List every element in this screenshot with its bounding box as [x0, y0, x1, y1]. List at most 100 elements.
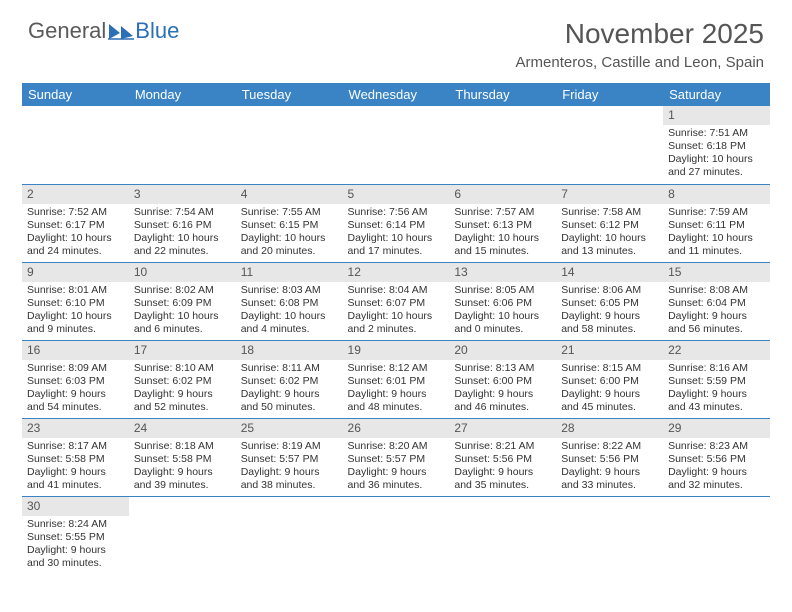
sunset-line: Sunset: 6:03 PM	[27, 375, 124, 388]
cell-body: Sunrise: 8:04 AMSunset: 6:07 PMDaylight:…	[343, 282, 450, 340]
day-header: Friday	[556, 83, 663, 106]
sunrise-line: Sunrise: 7:56 AM	[348, 206, 445, 219]
cell-body: Sunrise: 8:24 AMSunset: 5:55 PMDaylight:…	[22, 516, 129, 574]
sunrise-line: Sunrise: 8:23 AM	[668, 440, 765, 453]
sunset-line: Sunset: 6:14 PM	[348, 219, 445, 232]
sunrise-line: Sunrise: 8:20 AM	[348, 440, 445, 453]
sunset-line: Sunset: 5:58 PM	[134, 453, 231, 466]
calendar-cell-empty	[236, 106, 343, 184]
calendar-cell: 15 Sunrise: 8:08 AMSunset: 6:04 PMDayligh…	[663, 262, 770, 340]
daylight-line: Daylight: 10 hours and 15 minutes.	[454, 232, 551, 258]
sunset-line: Sunset: 6:02 PM	[241, 375, 338, 388]
calendar-cell: 17Sunrise: 8:10 AMSunset: 6:02 PMDayligh…	[129, 340, 236, 418]
calendar-cell: 22Sunrise: 8:16 AMSunset: 5:59 PMDayligh…	[663, 340, 770, 418]
daylight-line: Daylight: 10 hours and 13 minutes.	[561, 232, 658, 258]
cell-body: Sunrise: 8:21 AMSunset: 5:56 PMDaylight:…	[449, 438, 556, 496]
day-header: Thursday	[449, 83, 556, 106]
daylight-line: Daylight: 9 hours and 41 minutes.	[27, 466, 124, 492]
sunrise-line: Sunrise: 7:57 AM	[454, 206, 551, 219]
calendar-cell: 8Sunrise: 7:59 AMSunset: 6:11 PMDaylight…	[663, 184, 770, 262]
logo-text-2: Blue	[135, 18, 179, 44]
sunset-line: Sunset: 6:06 PM	[454, 297, 551, 310]
calendar-cell: 2Sunrise: 7:52 AMSunset: 6:17 PMDaylight…	[22, 184, 129, 262]
daylight-line: Daylight: 9 hours and 48 minutes.	[348, 388, 445, 414]
cell-body: Sunrise: 8:09 AMSunset: 6:03 PMDaylight:…	[22, 360, 129, 418]
day-number: 23	[22, 419, 129, 438]
cell-body: Sunrise: 7:52 AMSunset: 6:17 PMDaylight:…	[22, 204, 129, 262]
calendar-row: 9Sunrise: 8:01 AMSunset: 6:10 PMDaylight…	[22, 262, 770, 340]
sunset-line: Sunset: 6:08 PM	[241, 297, 338, 310]
calendar-cell: 7Sunrise: 7:58 AMSunset: 6:12 PMDaylight…	[556, 184, 663, 262]
logo-text-1: General	[28, 18, 106, 44]
daylight-line: Daylight: 9 hours and 39 minutes.	[134, 466, 231, 492]
sunrise-line: Sunrise: 8:03 AM	[241, 284, 338, 297]
day-number: 21	[556, 341, 663, 360]
daylight-line: Daylight: 10 hours and 24 minutes.	[27, 232, 124, 258]
cell-body: Sunrise: 8:13 AMSunset: 6:00 PMDaylight:…	[449, 360, 556, 418]
sunset-line: Sunset: 5:57 PM	[348, 453, 445, 466]
sunrise-line: Sunrise: 8:13 AM	[454, 362, 551, 375]
calendar-row: 1Sunrise: 7:51 AMSunset: 6:18 PMDaylight…	[22, 106, 770, 184]
cell-body: Sunrise: 8:02 AMSunset: 6:09 PMDaylight:…	[129, 282, 236, 340]
calendar-cell: 14Sunrise: 8:06 AMSunset: 6:05 PMDayligh…	[556, 262, 663, 340]
sunset-line: Sunset: 6:02 PM	[134, 375, 231, 388]
day-number: 2	[22, 185, 129, 204]
sunrise-line: Sunrise: 8:24 AM	[27, 518, 124, 531]
calendar-cell: 29Sunrise: 8:23 AMSunset: 5:56 PMDayligh…	[663, 418, 770, 496]
daylight-line: Daylight: 10 hours and 4 minutes.	[241, 310, 338, 336]
sunrise-line: Sunrise: 7:59 AM	[668, 206, 765, 219]
calendar-cell: 5Sunrise: 7:56 AMSunset: 6:14 PMDaylight…	[343, 184, 450, 262]
calendar-cell-empty	[236, 496, 343, 574]
calendar-cell: 23Sunrise: 8:17 AMSunset: 5:58 PMDayligh…	[22, 418, 129, 496]
calendar-cell: 6Sunrise: 7:57 AMSunset: 6:13 PMDaylight…	[449, 184, 556, 262]
calendar-cell-empty	[663, 496, 770, 574]
sunrise-line: Sunrise: 8:18 AM	[134, 440, 231, 453]
cell-body: Sunrise: 8:18 AMSunset: 5:58 PMDaylight:…	[129, 438, 236, 496]
cell-body: Sunrise: 8:03 AMSunset: 6:08 PMDaylight:…	[236, 282, 343, 340]
day-number: 22	[663, 341, 770, 360]
daylight-line: Daylight: 10 hours and 22 minutes.	[134, 232, 231, 258]
sunrise-line: Sunrise: 8:06 AM	[561, 284, 658, 297]
day-number: 11	[236, 263, 343, 282]
day-number: 26	[343, 419, 450, 438]
cell-body: Sunrise: 8:01 AMSunset: 6:10 PMDaylight:…	[22, 282, 129, 340]
sunrise-line: Sunrise: 8:19 AM	[241, 440, 338, 453]
sunset-line: Sunset: 5:59 PM	[668, 375, 765, 388]
cell-body: Sunrise: 7:59 AMSunset: 6:11 PMDaylight:…	[663, 204, 770, 262]
calendar-row: 16Sunrise: 8:09 AMSunset: 6:03 PMDayligh…	[22, 340, 770, 418]
calendar-cell: 28Sunrise: 8:22 AMSunset: 5:56 PMDayligh…	[556, 418, 663, 496]
sunrise-line: Sunrise: 7:52 AM	[27, 206, 124, 219]
calendar-cell: 9Sunrise: 8:01 AMSunset: 6:10 PMDaylight…	[22, 262, 129, 340]
sunrise-line: Sunrise: 8:05 AM	[454, 284, 551, 297]
sunset-line: Sunset: 6:04 PM	[668, 297, 765, 310]
day-number: 15	[663, 263, 770, 282]
cell-body: Sunrise: 7:56 AMSunset: 6:14 PMDaylight:…	[343, 204, 450, 262]
daylight-line: Daylight: 9 hours and 38 minutes.	[241, 466, 338, 492]
sunset-line: Sunset: 6:05 PM	[561, 297, 658, 310]
day-number: 10	[129, 263, 236, 282]
calendar-cell-empty	[449, 496, 556, 574]
daylight-line: Daylight: 9 hours and 56 minutes.	[668, 310, 765, 336]
sunset-line: Sunset: 6:07 PM	[348, 297, 445, 310]
cell-body: Sunrise: 8:23 AMSunset: 5:56 PMDaylight:…	[663, 438, 770, 496]
day-header: Sunday	[22, 83, 129, 106]
sunrise-line: Sunrise: 8:11 AM	[241, 362, 338, 375]
sunrise-line: Sunrise: 7:55 AM	[241, 206, 338, 219]
sunrise-line: Sunrise: 8:08 AM	[668, 284, 765, 297]
sunset-line: Sunset: 6:15 PM	[241, 219, 338, 232]
day-number: 28	[556, 419, 663, 438]
cell-body: Sunrise: 8:15 AMSunset: 6:00 PMDaylight:…	[556, 360, 663, 418]
calendar-table: SundayMondayTuesdayWednesdayThursdayFrid…	[22, 83, 770, 574]
cell-body: Sunrise: 8:10 AMSunset: 6:02 PMDaylight:…	[129, 360, 236, 418]
calendar-cell-empty	[556, 496, 663, 574]
calendar-cell-empty	[22, 106, 129, 184]
calendar-cell: 12Sunrise: 8:04 AMSunset: 6:07 PMDayligh…	[343, 262, 450, 340]
day-number: 19	[343, 341, 450, 360]
cell-body: Sunrise: 7:54 AMSunset: 6:16 PMDaylight:…	[129, 204, 236, 262]
daylight-line: Daylight: 9 hours and 45 minutes.	[561, 388, 658, 414]
daylight-line: Daylight: 10 hours and 27 minutes.	[668, 153, 765, 179]
calendar-cell-empty	[556, 106, 663, 184]
daylight-line: Daylight: 9 hours and 52 minutes.	[134, 388, 231, 414]
sunset-line: Sunset: 5:56 PM	[561, 453, 658, 466]
day-number: 16	[22, 341, 129, 360]
